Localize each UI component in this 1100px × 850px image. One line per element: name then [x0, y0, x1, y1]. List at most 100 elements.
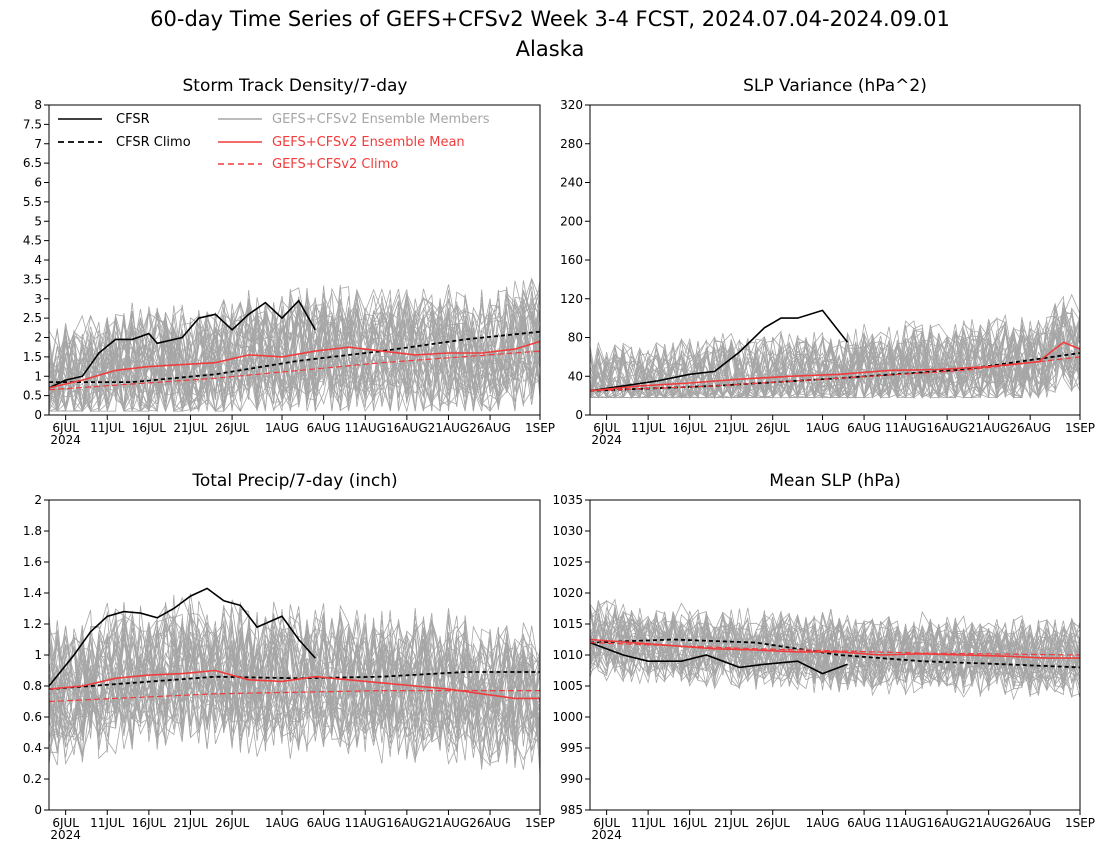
y-tick-label: 1020	[552, 586, 583, 600]
x-tick-label: 21AUG	[968, 421, 1010, 435]
legend-label-mean: GEFS+CFSv2 Ensemble Mean	[272, 135, 465, 150]
cfsr-climo-line	[48, 671, 540, 690]
legend-label-climo: GEFS+CFSv2 Climo	[272, 157, 398, 172]
chart-panel-1: Storm Track Density/7-day 0 0.5 1 1.5 2 2.5 3 3.…	[23, 76, 555, 447]
gefs-climo-line	[48, 689, 540, 703]
y-tick-label: 80	[568, 331, 583, 345]
x-tick-label: 1SEP	[525, 421, 555, 435]
ensemble-member-line	[48, 291, 541, 412]
x-tick-label: 26AUG	[1009, 816, 1051, 830]
y-tick-label: 1.4	[23, 586, 42, 600]
y-tick-label: 2.5	[23, 311, 42, 325]
y-tick-label: 3	[34, 292, 42, 306]
y-tick-label: 1025	[552, 555, 583, 569]
y-tick-label: 985	[560, 803, 583, 817]
y-tick-label: 0	[34, 408, 42, 422]
y-tick-label: 4.5	[23, 234, 42, 248]
y-tick-label: 0	[575, 408, 583, 422]
ensemble-member-line	[590, 307, 1081, 399]
x-year-label: 2024	[591, 433, 622, 447]
x-tick-label: 16JUL	[673, 421, 708, 435]
y-tick-label: 120	[560, 292, 583, 306]
x-tick-label: 1AUG	[806, 421, 840, 435]
x-tick-label: 11AUG	[344, 421, 386, 435]
y-tick-label: 0.6	[23, 710, 42, 724]
chart-panel-3: Total Precip/7-day (inch)00.20.40.60.811…	[23, 471, 555, 842]
ensemble-member-line	[48, 619, 541, 763]
y-tick-label: 0.2	[23, 772, 42, 786]
chart-panel-2: SLP Variance (hPa^2) 0 40 80 120 160 200 240 280…	[560, 76, 1095, 447]
page-title: 60-day Time Series of GEFS+CFSv2 Week 3-…	[0, 4, 1100, 64]
y-tick-label: 7.5	[23, 117, 42, 131]
x-tick-label: 6AUG	[307, 421, 341, 435]
x-tick-label: 21AUG	[968, 816, 1010, 830]
cfsr-line	[48, 587, 316, 687]
x-tick-label: 1AUG	[265, 816, 299, 830]
x-axis: 6JUL 11JUL 16JUL 21JUL 26JUL 1AUG 6AUG 11AUG 16A…	[591, 810, 1095, 842]
y-tick-label: 320	[560, 98, 583, 112]
ensemble-member-line	[48, 607, 541, 763]
y-tick-label: 160	[560, 253, 583, 267]
cfsr-line	[48, 299, 316, 389]
ensemble-members	[589, 293, 1081, 400]
x-tick-label: 26JUL	[215, 816, 250, 830]
legend-label-members: GEFS+CFSv2 Ensemble Members	[272, 112, 490, 127]
y-tick-label: 1000	[552, 710, 583, 724]
x-tick-label: 11JUL	[90, 421, 125, 435]
panel-title: Mean SLP (hPa)	[769, 471, 901, 491]
panel-title: SLP Variance (hPa^2)	[743, 76, 927, 96]
x-tick-label: 16AUG	[386, 816, 428, 830]
panel-title: Total Precip/7-day (inch)	[191, 471, 397, 491]
ensemble-member-line	[589, 301, 1081, 400]
ensemble-mean-line	[589, 341, 1081, 392]
y-tick-label: 1015	[552, 617, 583, 631]
ensemble-member-line	[49, 614, 541, 757]
x-tick-label: 1SEP	[525, 816, 555, 830]
ensemble-member-line	[48, 604, 541, 753]
y-tick-label: 1.8	[23, 524, 42, 538]
x-tick-label: 6JUL	[593, 816, 620, 830]
ensemble-member-line	[589, 611, 1081, 691]
x-tick-label: 1AUG	[806, 816, 840, 830]
gefs-climo-line	[589, 642, 1081, 656]
y-tick-label: 1.5	[23, 350, 42, 364]
y-tick-label: 1.6	[23, 555, 42, 569]
x-tick-label: 16JUL	[132, 421, 167, 435]
y-tick-label: 8	[34, 98, 42, 112]
y-axis: 0 0.5 1 1.5 2 2.5 3 3.5 4 4.5 5 5.5 6 6.5 7 7.5 8	[23, 98, 49, 422]
page-title-line2: Alaska	[515, 37, 585, 61]
x-tick-label: 11AUG	[885, 421, 927, 435]
legend: CFSR CFSR Climo GEFS+CFSv2 Ensemble Member…	[58, 112, 490, 172]
ensemble-member-line	[590, 301, 1081, 400]
x-tick-label: 26AUG	[469, 421, 511, 435]
x-tick-label: 11AUG	[344, 816, 386, 830]
x-tick-label: 21AUG	[428, 816, 470, 830]
y-tick-label: 1035	[552, 493, 583, 507]
cfsr-line	[589, 641, 848, 675]
x-tick-label: 6JUL	[593, 421, 620, 435]
gefs-climo-line	[589, 356, 1081, 392]
x-axis: 6JUL 11JUL 16JUL 21JUL 26JUL 1AUG 6AUG 11AUG 16A…	[591, 415, 1095, 447]
x-tick-label: 16JUL	[673, 816, 708, 830]
x-tick-label: 16AUG	[386, 421, 428, 435]
ensemble-member-line	[48, 601, 541, 752]
ensemble-member-line	[589, 612, 1081, 698]
y-tick-label: 5	[34, 214, 42, 228]
x-tick-label: 16AUG	[926, 816, 968, 830]
y-tick-label: 40	[568, 369, 583, 383]
x-tick-label: 26AUG	[1009, 421, 1051, 435]
ensemble-mean-line	[48, 340, 541, 389]
page-title-line1: 60-day Time Series of GEFS+CFSv2 Week 3-…	[150, 7, 950, 31]
y-axis: 0 40 80 120 160 200 240 280 320	[560, 98, 590, 422]
x-tick-label: 11JUL	[631, 816, 666, 830]
x-axis: 6JUL 11JUL 16JUL 21JUL 26JUL 1AUG 6AUG 11AUG 16A…	[50, 415, 555, 447]
ensemble-member-line	[589, 310, 1081, 400]
ensemble-members	[48, 593, 541, 776]
y-axis: 0 0.2 0.4 0.6 0.8 1 1.2 1.4 1.6 1.8 2	[23, 493, 49, 817]
y-tick-label: 200	[560, 214, 583, 228]
y-tick-label: 1010	[552, 648, 583, 662]
x-tick-label: 21JUL	[173, 421, 208, 435]
cfsr-line	[589, 309, 849, 392]
y-axis: 985 990 995 1000 1005 1010 1015 1020 1025 1030 103…	[552, 493, 590, 817]
